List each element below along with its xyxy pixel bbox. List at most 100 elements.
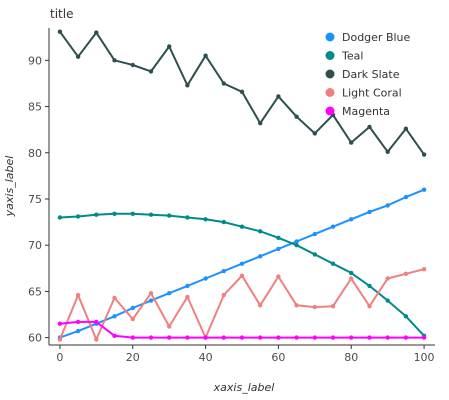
y-tick-label: 85 (28, 101, 42, 114)
data-point-light-coral (57, 337, 63, 342)
data-point-teal (185, 215, 190, 220)
x-tick-label: 40 (199, 351, 213, 364)
data-point-light-coral (312, 304, 317, 310)
x-tick-label: 20 (126, 351, 140, 364)
data-point-dodger-blue (203, 276, 208, 281)
series-magenta (57, 319, 427, 340)
y-tick-label: 90 (28, 54, 42, 67)
data-point-dodger-blue (385, 203, 390, 208)
legend-item-light-coral: Light Coral (325, 87, 402, 100)
data-point-dodger-blue (330, 224, 336, 229)
data-point-dodger-blue (130, 305, 135, 311)
y-tick-label: 65 (28, 285, 42, 298)
data-point-magenta (239, 335, 245, 340)
data-point-magenta (330, 335, 336, 340)
data-point-dark-slate (349, 140, 354, 145)
data-point-dodger-blue (75, 328, 81, 334)
legend-label: Light Coral (342, 87, 402, 100)
data-point-light-coral (276, 274, 281, 279)
legend-item-dodger-blue: Dodger Blue (325, 31, 411, 44)
x-tick-label: 80 (344, 351, 358, 364)
data-point-light-coral (294, 303, 299, 308)
data-point-magenta (421, 335, 427, 340)
data-point-dodger-blue (421, 187, 427, 192)
data-point-teal (330, 261, 336, 266)
data-point-magenta (294, 335, 299, 340)
data-point-dodger-blue (349, 217, 354, 222)
data-point-magenta (130, 335, 135, 340)
legend-swatch (325, 32, 335, 42)
legend: Dodger Blue Teal Dark Slate Light Coral Mage… (325, 31, 411, 118)
data-point-dark-slate (258, 121, 263, 126)
data-point-light-coral (112, 295, 117, 301)
data-point-light-coral (221, 292, 226, 298)
legend-swatch (325, 88, 335, 97)
data-point-light-coral (385, 276, 390, 281)
data-point-magenta (221, 335, 226, 340)
data-point-light-coral (403, 271, 409, 276)
data-point-dodger-blue (258, 254, 263, 259)
data-point-light-coral (330, 304, 336, 309)
legend-label: Dark Slate (342, 68, 400, 81)
data-point-magenta (403, 335, 409, 340)
data-point-teal (221, 219, 226, 225)
data-point-dark-slate (185, 83, 190, 88)
data-point-magenta (94, 319, 99, 325)
data-point-dark-slate (203, 53, 208, 58)
x-tick-label: 60 (271, 351, 285, 364)
data-point-light-coral (367, 304, 372, 309)
data-point-dodger-blue (312, 231, 317, 237)
data-point-teal (203, 217, 208, 222)
data-point-light-coral (421, 267, 427, 272)
data-point-light-coral (130, 316, 135, 322)
legend-label: Teal (341, 50, 363, 63)
data-point-dark-slate (294, 114, 299, 119)
data-point-light-coral (349, 276, 354, 281)
data-point-teal (385, 298, 390, 303)
data-point-magenta (148, 335, 154, 340)
data-point-light-coral (258, 303, 263, 308)
legend-item-teal: Teal (325, 50, 363, 63)
data-point-teal (367, 283, 372, 289)
data-point-dodger-blue (276, 246, 281, 252)
series-dodger-blue (57, 187, 427, 340)
data-point-magenta (349, 335, 354, 340)
data-point-dark-slate (276, 94, 281, 99)
data-point-light-coral (167, 324, 172, 329)
x-axis-title: xaxis_label (213, 381, 275, 394)
legend-label: Magenta (342, 105, 390, 118)
data-point-magenta (75, 319, 81, 325)
data-point-teal (403, 314, 409, 319)
data-point-light-coral (94, 337, 99, 342)
data-point-teal (94, 212, 99, 217)
y-tick-label: 70 (28, 239, 42, 252)
series-light-coral (57, 267, 427, 342)
data-point-dodger-blue (221, 268, 226, 274)
data-point-dodger-blue (239, 261, 245, 266)
legend-swatch (325, 69, 335, 79)
legend-label: Dodger Blue (342, 31, 411, 44)
data-point-teal (112, 211, 117, 216)
data-point-magenta (276, 335, 281, 340)
data-point-light-coral (75, 292, 81, 298)
data-point-teal (276, 235, 281, 240)
data-point-dodger-blue (167, 291, 172, 296)
data-point-teal (239, 224, 245, 229)
data-point-magenta (385, 335, 390, 340)
data-point-magenta (203, 335, 208, 340)
data-point-dark-slate (421, 152, 427, 157)
legend-swatch (325, 51, 335, 60)
y-axis-ticks: 60 65 70 75 80 85 90 (28, 54, 49, 345)
data-point-teal (312, 252, 317, 257)
legend-item-magenta: Magenta (325, 105, 390, 118)
data-point-teal (349, 270, 354, 276)
data-point-magenta (258, 335, 263, 340)
y-tick-label: 80 (28, 147, 42, 160)
x-tick-label: 100 (414, 351, 435, 364)
x-axis-ticks: 0 20 40 60 80 100 (56, 345, 435, 364)
x-tick-label: 0 (56, 351, 63, 364)
data-point-dark-slate (75, 54, 81, 59)
data-point-light-coral (239, 273, 245, 278)
data-point-magenta (367, 335, 372, 340)
